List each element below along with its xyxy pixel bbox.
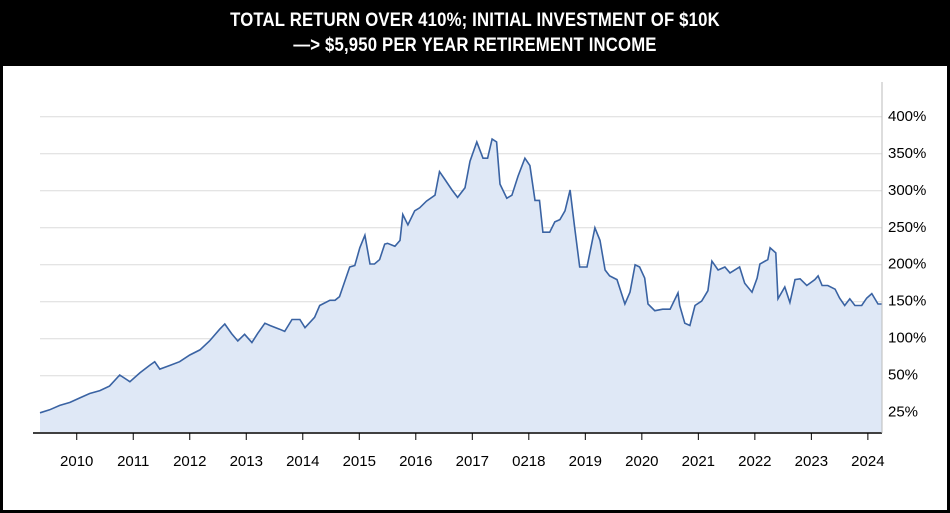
y-tick-label: 25%	[888, 404, 918, 421]
x-tick-label: 2022	[738, 453, 771, 470]
line	[39, 137, 882, 414]
x-tick-label: 2021	[682, 453, 715, 470]
x-tick-label: 0218	[512, 453, 545, 470]
x-tick-label: 2020	[625, 453, 658, 470]
y-tick-label: 400%	[888, 108, 926, 125]
area-fill	[40, 139, 882, 432]
x-tick-label: 2023	[795, 453, 828, 470]
x-tick-label: 2010	[60, 453, 93, 470]
x-tick-label: 2011	[117, 453, 149, 470]
x-tick-label: 2024	[851, 453, 884, 470]
y-tick-label: 50%	[888, 367, 918, 384]
x-tick-label: 2019	[569, 453, 602, 470]
y-tick-label: 100%	[888, 330, 926, 347]
y-tick-label: 250%	[888, 219, 926, 236]
y-tick-label: 350%	[888, 145, 926, 162]
y-tick-label: 300%	[888, 182, 926, 199]
title-banner: TOTAL RETURN OVER 410%; INITIAL INVESTME…	[3, 3, 947, 66]
x-tick-label: 2016	[399, 453, 432, 470]
x-tick-label: 2017	[456, 453, 489, 470]
x-tick-label: 2012	[173, 453, 206, 470]
x-tick-label: 2014	[286, 453, 319, 470]
x-tick-label: 2015	[343, 453, 376, 470]
y-tick-label: 150%	[888, 293, 926, 310]
y-tick-label: 200%	[888, 256, 926, 273]
title-line: TOTAL RETURN OVER 410%; INITIAL INVESTME…	[230, 10, 720, 31]
title-line: —> $5,950 PER YEAR RETIREMENT INCOME	[293, 35, 657, 56]
x-tick-label: 2013	[230, 453, 263, 470]
